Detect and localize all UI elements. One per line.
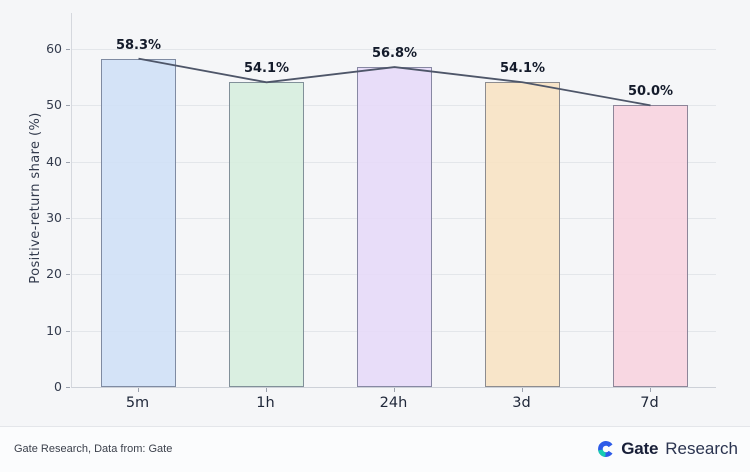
y-tick-mark [66,274,70,276]
bar-value-label: 54.1% [499,61,546,77]
y-tick-mark [66,161,70,163]
gate-research-logo: Gate Research [597,439,738,459]
x-tick-mark [393,388,395,392]
x-tick-mark [521,388,523,392]
bar-value-label: 54.1% [243,61,290,77]
x-tick-mark [649,388,651,392]
y-tick-mark [66,49,70,51]
y-tick-label: 0 [54,379,62,394]
x-tick-mark [265,388,267,392]
bar [101,58,176,387]
x-tick-label: 5m [125,395,150,411]
y-tick-label: 20 [46,266,62,282]
bar [229,82,304,387]
bar-value-label: 56.8% [371,46,418,62]
source-attribution: Gate Research, Data from: Gate [14,443,173,455]
y-tick-mark [66,218,70,220]
y-tick-label: 50 [46,97,62,113]
x-tick-label: 1h [256,395,275,411]
x-tick-label: 24h [379,395,408,411]
plot-area: 58.3% 54.1% 56.8% 54.1% 50.0% [71,13,716,388]
y-tick-mark [66,105,70,107]
bar [485,82,560,387]
y-tick-label: 30 [46,210,62,226]
brand-name-bold: Gate [621,439,659,458]
y-tick-label: 40 [46,153,62,169]
brand-name-regular: Research [665,439,738,458]
x-tick-mark [137,388,139,392]
y-tick-mark [66,330,70,332]
bar [613,105,688,387]
positive-return-share-chart: Positive-return share (%) 58.3% 54.1% 56.8… [28,13,716,411]
y-tick-label: 60 [46,41,62,57]
bar [357,67,432,387]
bar-value-label: 58.3% [115,37,162,53]
gridline [72,49,716,51]
y-tick-mark [66,387,70,388]
bar-value-label: 50.0% [627,84,674,100]
x-tick-label: 7d [640,395,659,411]
y-tick-label: 10 [46,322,62,338]
gate-logo-icon [598,441,613,457]
footer: Gate Research, Data from: Gate Gate Rese… [0,426,750,472]
x-tick-label: 3d [512,395,531,411]
